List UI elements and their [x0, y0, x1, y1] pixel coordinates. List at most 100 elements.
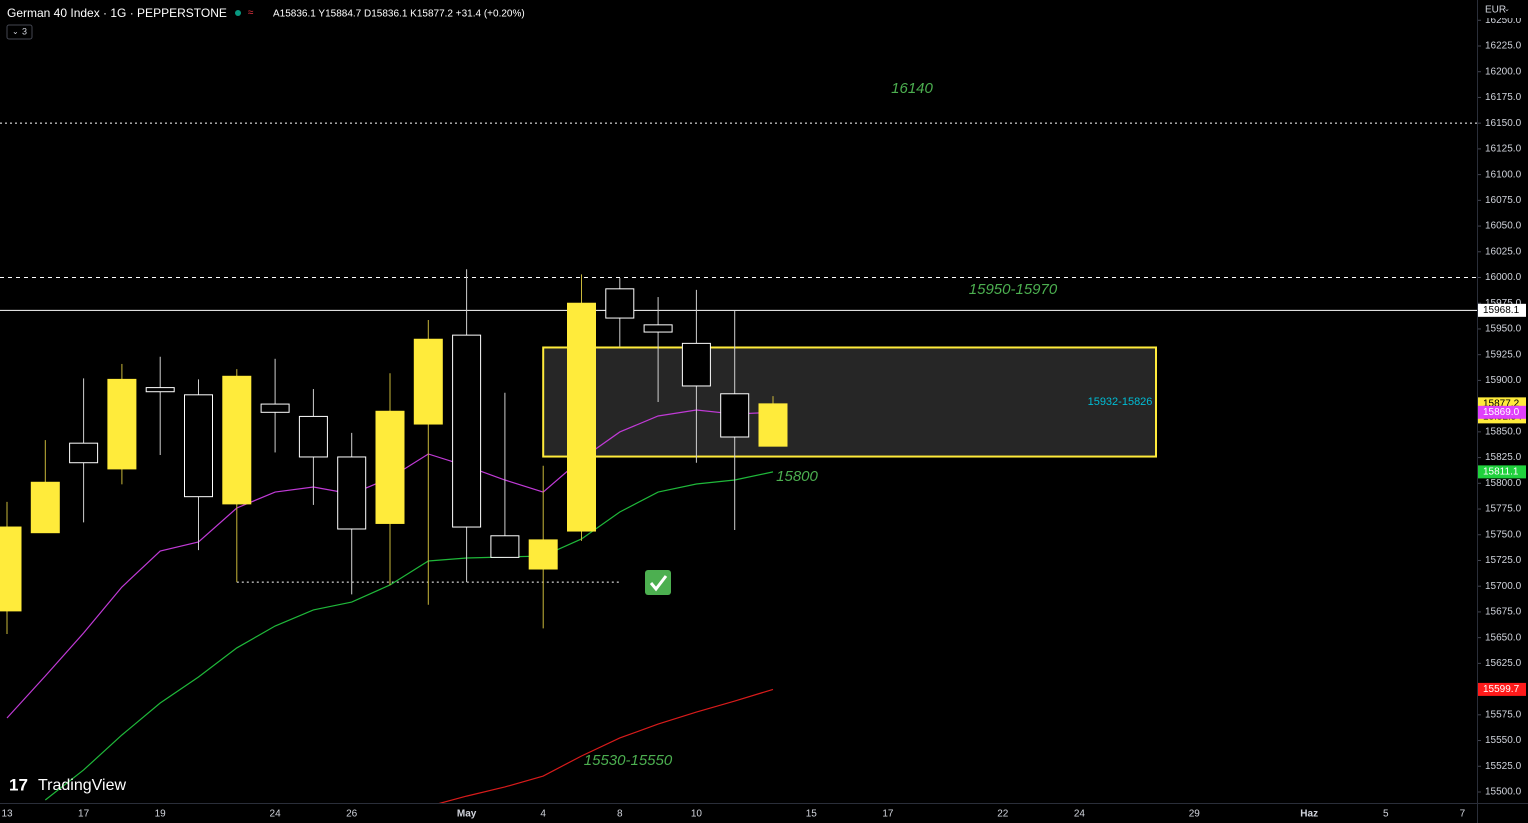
x-tick-label: 26: [346, 809, 358, 820]
y-tick-label: 16100.0: [1485, 169, 1522, 180]
y-tick-label: 16250.0: [1485, 15, 1522, 26]
x-tick-label: 19: [155, 809, 167, 820]
candle-body: [490, 535, 520, 558]
price-tag-label: 15811.1: [1483, 467, 1519, 478]
candle-body: [605, 288, 635, 319]
y-tick-label: 15625.0: [1485, 658, 1522, 669]
zone-label: 15932-15826: [1088, 396, 1153, 408]
x-tick-label: 4: [540, 809, 546, 820]
candle-body: [643, 324, 673, 333]
price-tag: [1478, 465, 1526, 479]
ohlc-legend: A15836.1 Y15884.7 D15836.1 K15877.2 +31.…: [273, 9, 525, 20]
candle-body: [758, 403, 788, 447]
y-tick-label: 16075.0: [1485, 195, 1522, 206]
y-tick-label: 15900.0: [1485, 375, 1522, 386]
indicators-count: 3: [22, 26, 27, 36]
x-tick-label: 8: [617, 809, 623, 820]
moving-average: [44, 471, 774, 801]
price-tag-label: 15869.0: [1483, 407, 1520, 418]
check-mark: [649, 575, 668, 592]
annotation: 15800: [776, 468, 818, 485]
y-tick-label: 16000.0: [1485, 272, 1522, 283]
x-tick-label: 17: [78, 809, 90, 820]
candle-body: [528, 539, 558, 570]
candle-body: [0, 526, 22, 612]
candle-body: [337, 456, 367, 530]
x-tick-label: 22: [997, 809, 1009, 820]
candle-body: [567, 302, 596, 532]
plot-area: 15932-15826 16140 15950-15970 15800 15530-15…: [0, 80, 1477, 803]
y-tick-label: 15925.0: [1485, 349, 1522, 360]
x-tick-label: Haz: [1300, 809, 1318, 820]
status-icon: ≈: [248, 8, 254, 19]
chevron: ⌄: [12, 27, 19, 36]
candle-body: [298, 415, 328, 458]
candle-body: [107, 378, 137, 470]
y-tick-label: 16200.0: [1485, 66, 1522, 77]
y-tick-label: 15850.0: [1485, 426, 1522, 437]
y-tick-label: 16025.0: [1485, 246, 1522, 257]
candle-body: [260, 403, 290, 413]
y-tick-label: 16150.0: [1485, 118, 1522, 129]
symbol-title: German 40 Index · 1G · PEPPERSTONE: [7, 6, 227, 20]
annotation: 15530-15550: [584, 752, 673, 769]
zone: [542, 346, 1157, 458]
candle-body: [681, 342, 711, 387]
logo-text: TradingView: [38, 777, 126, 794]
currency-button[interactable]: [1480, 2, 1526, 18]
candle-body: [69, 442, 99, 464]
y-tick-label: 15650.0: [1485, 632, 1522, 643]
currency-label: EUR: [1485, 5, 1506, 16]
price-tag-label: 15599.7: [1483, 684, 1520, 695]
candle-body: [720, 393, 750, 438]
x-tick-label: 5: [1383, 809, 1389, 820]
x-tick-label: 15: [806, 809, 818, 820]
candle-body: [184, 394, 213, 498]
y-tick-label: 15525.0: [1485, 761, 1522, 772]
y-tick-label: 15825.0: [1485, 452, 1522, 463]
candle-body: [452, 334, 482, 528]
x-tick-label: 24: [270, 809, 282, 820]
y-tick-label: 15700.0: [1485, 581, 1522, 592]
annotation: 16140: [891, 80, 933, 97]
moving-average: [438, 688, 774, 803]
price-tag-label: 15968.1: [1483, 305, 1520, 316]
y-tick-label: 15950.0: [1485, 324, 1522, 335]
annotation: 15950-15970: [969, 281, 1058, 298]
y-tick-label: 15800.0: [1485, 478, 1522, 489]
candle-body: [145, 387, 175, 393]
check-icon: [645, 570, 671, 595]
y-tick-label: 15675.0: [1485, 607, 1522, 618]
candle-body: [375, 410, 405, 524]
x-tick-label: 17: [882, 809, 894, 820]
y-tick-label: 15775.0: [1485, 504, 1522, 515]
indicators-toggle[interactable]: [6, 24, 33, 40]
y-tick-label: 15550.0: [1485, 735, 1522, 746]
price-tag: [1478, 682, 1526, 696]
price-tag: [1478, 303, 1526, 317]
candle-body: [413, 338, 443, 425]
candle-body: [30, 481, 60, 534]
logo-mark: 17: [9, 775, 28, 794]
y-tick-label: 15975.0: [1485, 298, 1522, 309]
status-dot: [235, 10, 241, 16]
x-tick-label: May: [457, 809, 477, 820]
x-tick-label: 13: [1, 809, 13, 820]
x-tick-label: 29: [1189, 809, 1201, 820]
currency-chevron: ⌄: [1504, 6, 1510, 13]
y-tick-label: 16125.0: [1485, 144, 1522, 155]
y-tick-label: 16225.0: [1485, 41, 1522, 52]
x-tick-label: 10: [691, 809, 703, 820]
price-tag-label: 15877.2: [1483, 399, 1520, 410]
x-tick-label: 24: [1074, 809, 1086, 820]
y-tick-label: 15575.0: [1485, 709, 1522, 720]
y-tick-label: 16050.0: [1485, 221, 1522, 232]
y-tick-label: 16175.0: [1485, 92, 1522, 103]
candle-body: [222, 375, 252, 505]
y-tick-label: 15725.0: [1485, 555, 1522, 566]
y-tick-label: 15750.0: [1485, 529, 1522, 540]
price-tag: [1478, 405, 1526, 419]
y-tick-label: 15500.0: [1485, 787, 1522, 798]
